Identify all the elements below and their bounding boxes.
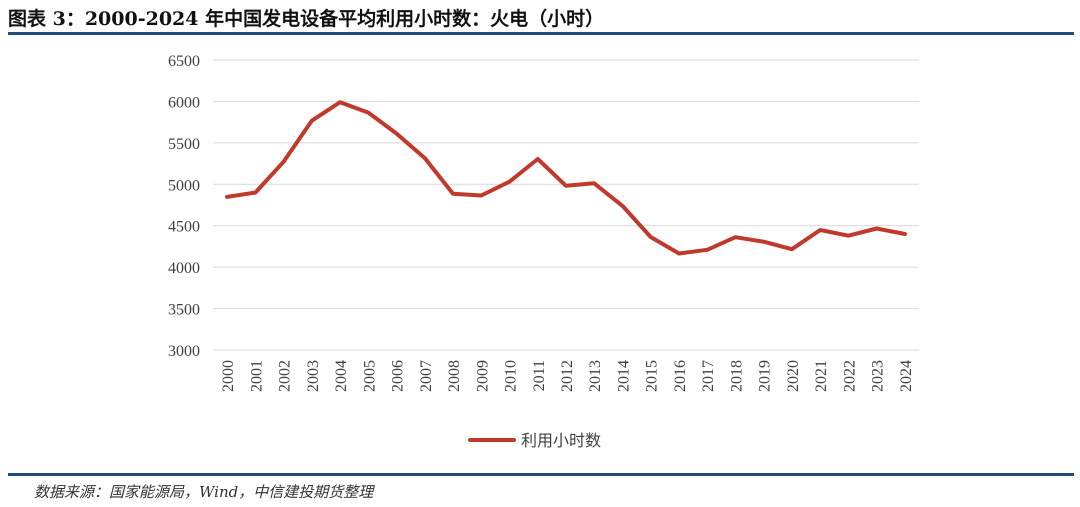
legend-label: 利用小时数: [521, 431, 601, 450]
x-tick-label-2024: 2024: [898, 360, 915, 392]
x-tick-label-2004: 2004: [333, 360, 350, 392]
x-axis-tick-labels: 2000 2001 2002 2003 2004 2005 2006 2007 2008 2009…: [220, 360, 915, 392]
bottom-rule: [8, 473, 1074, 476]
y-tick-label-6000: 6000: [168, 94, 200, 111]
x-tick-label-2016: 2016: [672, 360, 689, 392]
x-tick-label-2023: 2023: [870, 360, 887, 392]
x-tick-label-2022: 2022: [841, 360, 858, 392]
x-tick-label-2002: 2002: [277, 360, 294, 392]
x-tick-label-2012: 2012: [559, 360, 576, 392]
x-tick-label-2007: 2007: [418, 360, 435, 392]
y-tick-label-3500: 3500: [168, 302, 200, 319]
series-layer: [225, 100, 907, 256]
y-tick-label-6500: 6500: [168, 53, 200, 70]
x-tick-label-2021: 2021: [813, 360, 830, 392]
x-tick-label-2019: 2019: [757, 360, 774, 392]
x-tick-label-2008: 2008: [446, 360, 463, 392]
y-tick-label-5500: 5500: [168, 136, 200, 153]
x-tick-label-2000: 2000: [220, 360, 237, 392]
series-line-0: [225, 100, 907, 256]
x-tick-label-2005: 2005: [361, 360, 378, 392]
x-tick-label-2015: 2015: [644, 360, 661, 392]
x-tick-label-2001: 2001: [248, 360, 265, 392]
x-tick-label-2003: 2003: [305, 360, 322, 392]
x-tick-label-2017: 2017: [700, 360, 717, 392]
x-tick-label-2014: 2014: [615, 360, 632, 392]
y-tick-label-4000: 4000: [168, 260, 200, 277]
x-tick-label-2011: 2011: [531, 360, 548, 391]
x-tick-label-2010: 2010: [503, 360, 520, 392]
x-tick-label-2009: 2009: [474, 360, 491, 392]
x-tick-label-2006: 2006: [390, 360, 407, 392]
y-tick-label-5000: 5000: [168, 177, 200, 194]
chart-title: 图表 3：2000-2024 年中国发电设备平均利用小时数：火电（小时）: [8, 8, 605, 30]
legend: 利用小时数: [468, 431, 601, 450]
gridlines: [213, 59, 919, 351]
top-rule: [8, 32, 1074, 35]
x-tick-label-2020: 2020: [785, 360, 802, 392]
source-note: 数据来源：国家能源局，Wind，中信建投期货整理: [34, 483, 374, 501]
y-tick-label-3000: 3000: [168, 343, 200, 360]
x-tick-label-2018: 2018: [728, 360, 745, 392]
x-tick-label-2013: 2013: [587, 360, 604, 392]
y-tick-label-4500: 4500: [168, 219, 200, 236]
y-axis-tick-labels: 3000 3500 4000 4500 5000 5500 6000 6500: [168, 53, 200, 360]
